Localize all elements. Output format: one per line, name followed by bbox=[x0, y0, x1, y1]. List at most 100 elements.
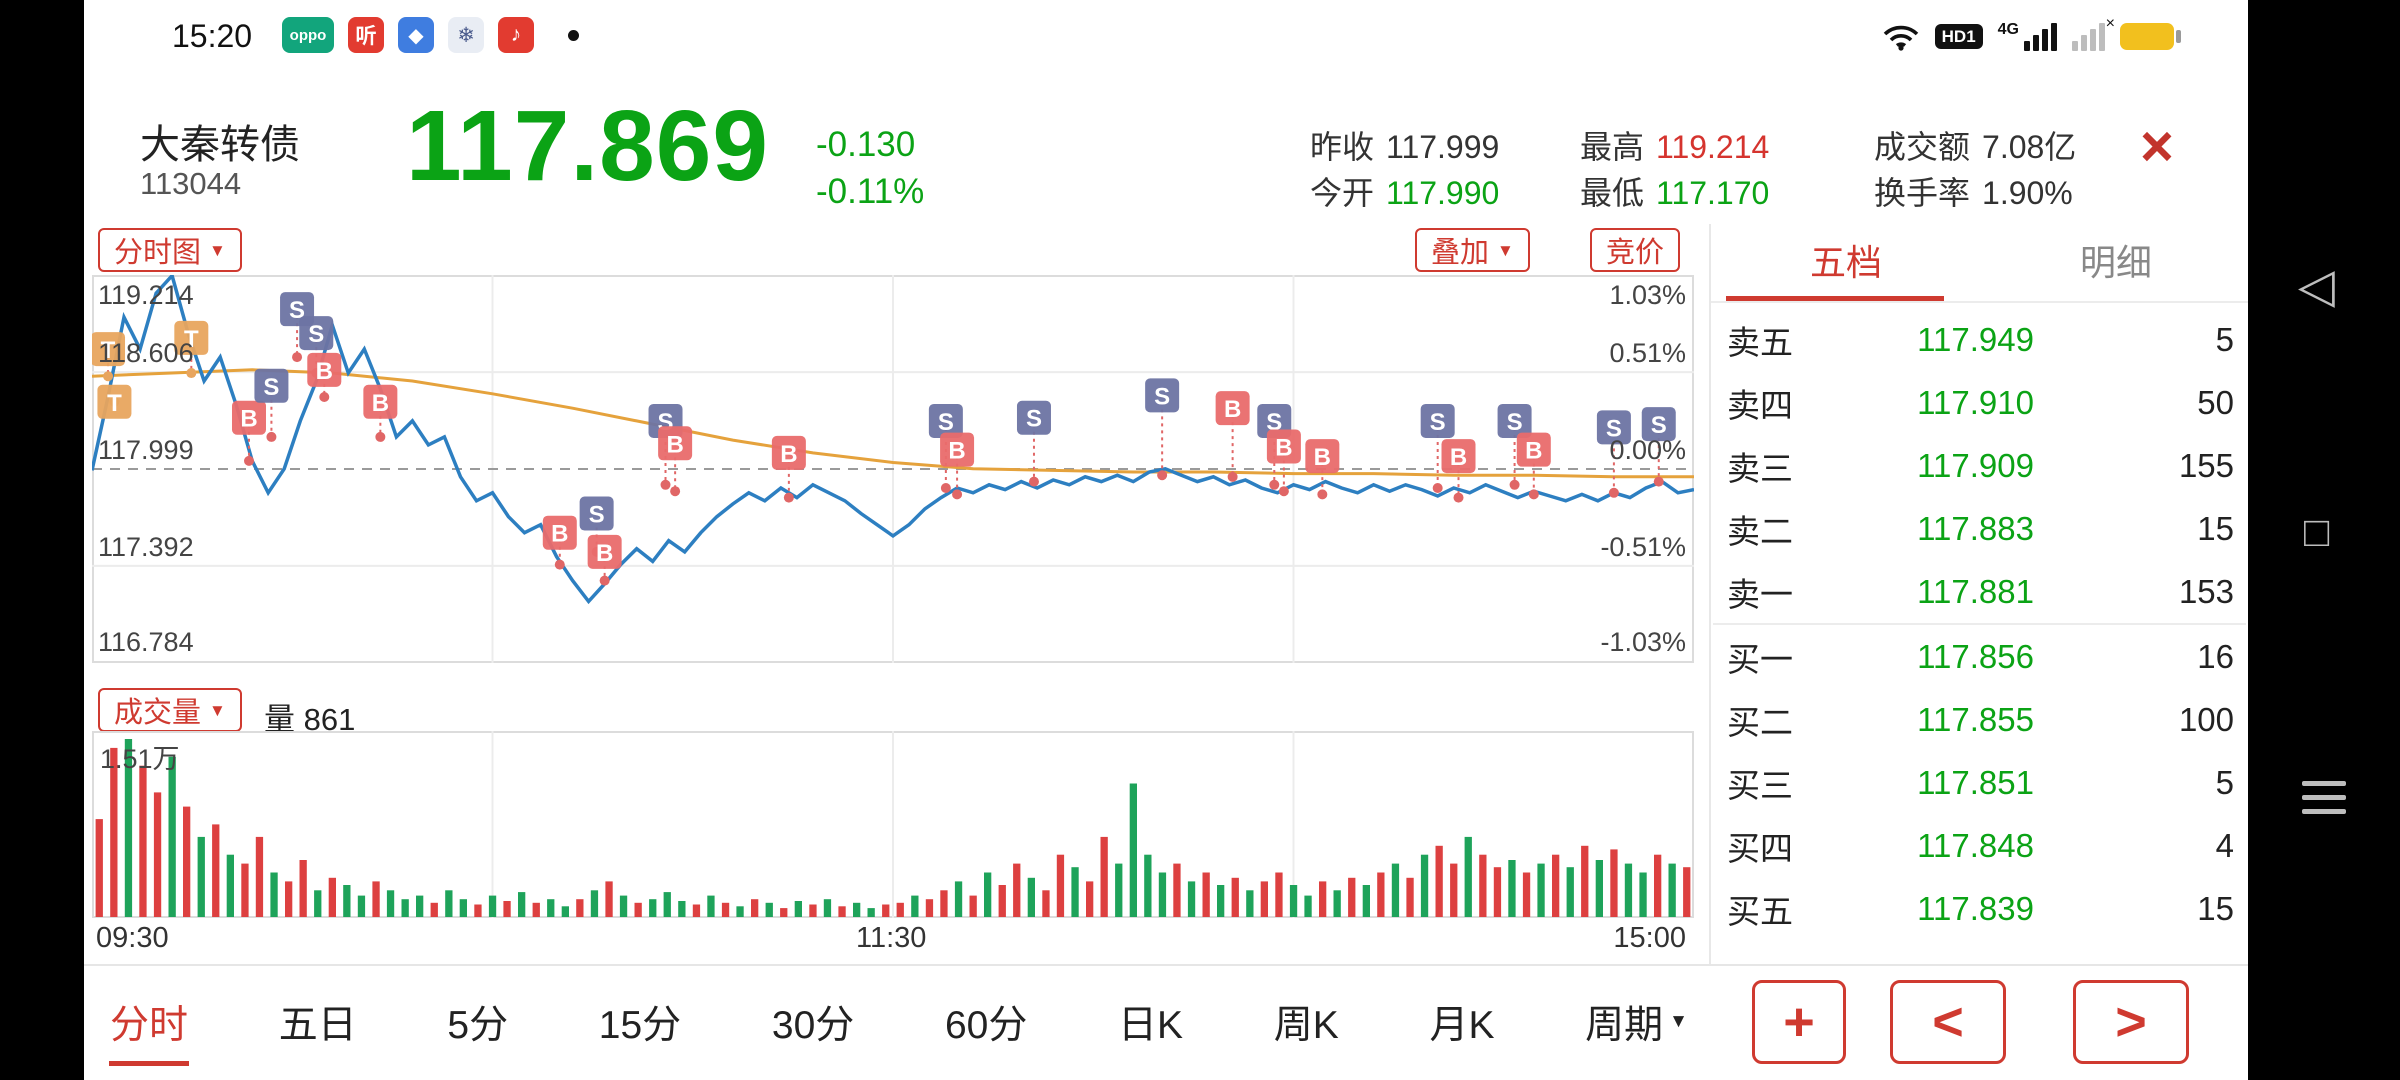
tab-intraday[interactable]: 分时 bbox=[110, 994, 188, 1050]
stat-prev-close: 昨收 117.999 bbox=[1310, 129, 1500, 165]
tab-detail[interactable]: 明细 bbox=[2079, 242, 2152, 283]
back-button[interactable]: ◁ bbox=[2298, 260, 2335, 313]
ask-row-3[interactable]: 卖三 117.909 155 bbox=[1727, 446, 2234, 487]
ask-row-5[interactable]: 卖五 117.949 5 bbox=[1727, 320, 2234, 361]
y-axis-price-label: 117.999 bbox=[98, 435, 194, 465]
x-axis-label: 09:30 bbox=[96, 922, 169, 954]
svg-text:S: S bbox=[1606, 415, 1622, 442]
ask-row-2[interactable]: 卖二 117.883 15 bbox=[1727, 509, 2234, 550]
period-tab-bar: 分时 五日 5分 15分 30分 60分 日K 周K 月K 周期 ▼ bbox=[110, 972, 1688, 1072]
change-value: -0.130 bbox=[816, 125, 916, 164]
bid-row-1[interactable]: 买一 117.856 16 bbox=[1727, 637, 2234, 678]
overlay-button[interactable]: 叠加 ▼ bbox=[1415, 228, 1530, 272]
tab-30min[interactable]: 30分 bbox=[771, 1004, 855, 1047]
tab-five-day[interactable]: 五日 bbox=[278, 1004, 357, 1047]
svg-text:T: T bbox=[184, 326, 199, 353]
svg-text:B: B bbox=[1450, 444, 1467, 471]
panel-divider bbox=[1709, 224, 1711, 964]
stat-turnover: 成交额 7.08亿 bbox=[1874, 129, 2077, 165]
bid-row-3[interactable]: 买三 117.851 5 bbox=[1727, 763, 2234, 804]
svg-text:B: B bbox=[372, 390, 389, 417]
price-change: -0.130 -0.11% bbox=[816, 122, 924, 215]
next-stock-button[interactable]: > bbox=[2073, 980, 2189, 1064]
tab-60min[interactable]: 60分 bbox=[944, 1004, 1028, 1047]
bid-row-5[interactable]: 买五 117.839 15 bbox=[1727, 889, 2234, 930]
tab-weekly-k[interactable]: 周K bbox=[1273, 1004, 1339, 1047]
recents-button[interactable]: □ bbox=[2304, 508, 2330, 555]
listen-app-icon: 听 bbox=[348, 17, 384, 53]
tab-five-levels[interactable]: 五档 bbox=[1809, 242, 1882, 283]
tab-period-more[interactable]: 周期 ▼ bbox=[1585, 1004, 1688, 1047]
svg-text:B: B bbox=[316, 358, 333, 385]
battery-icon bbox=[2120, 22, 2181, 50]
wifi-icon bbox=[1883, 25, 1918, 51]
chevron-down-icon: ▼ bbox=[209, 240, 226, 260]
music-app-icon: ♪ bbox=[498, 17, 534, 53]
svg-text:S: S bbox=[1266, 409, 1282, 436]
svg-text:B: B bbox=[948, 438, 965, 465]
tab-monthly-k[interactable]: 月K bbox=[1429, 1004, 1495, 1047]
ask-row-4[interactable]: 卖四 117.910 50 bbox=[1727, 383, 2234, 424]
y-axis-price-label: 118.606 bbox=[98, 338, 194, 368]
prev-stock-button[interactable]: < bbox=[1890, 980, 2006, 1064]
x-axis-label: 15:00 bbox=[1613, 922, 1686, 954]
stat-high: 最高 119.214 bbox=[1580, 129, 1770, 165]
tab-daily-k[interactable]: 日K bbox=[1118, 1004, 1184, 1047]
y-axis-pct-label: -0.51% bbox=[1600, 532, 1686, 562]
stock-code: 113044 bbox=[140, 166, 242, 201]
hd-voice-badge: HD1 bbox=[1934, 23, 1983, 49]
svg-text:B: B bbox=[780, 441, 797, 468]
y-axis-price-label: 117.392 bbox=[98, 532, 194, 562]
trading-app: 15:20 oppo 听 ◆ ❄ ♪ HD1 4G bbox=[84, 0, 2248, 1080]
svg-text:S: S bbox=[1430, 409, 1446, 436]
tab-5min[interactable]: 5分 bbox=[447, 1004, 509, 1047]
svg-text:B: B bbox=[240, 406, 257, 433]
svg-text:S: S bbox=[1507, 409, 1523, 436]
svg-text:S: S bbox=[263, 374, 279, 401]
status-icons: HD1 4G × bbox=[1882, 15, 2181, 54]
bid-row-2[interactable]: 买二 117.855 100 bbox=[1727, 700, 2234, 741]
svg-text:B: B bbox=[1525, 438, 1542, 465]
clock: 15:20 bbox=[172, 18, 253, 54]
menu-button[interactable] bbox=[2302, 772, 2346, 823]
stat-turnover-rate: 换手率 1.90% bbox=[1874, 175, 2073, 211]
stock-name: 大秦转债 bbox=[140, 123, 300, 167]
svg-text:B: B bbox=[1275, 434, 1292, 461]
auction-button[interactable]: 竞价 bbox=[1590, 228, 1681, 272]
svg-text:S: S bbox=[1651, 412, 1667, 439]
signal-no-service-icon: × bbox=[2072, 15, 2115, 51]
y-axis-price-label: 116.784 bbox=[98, 627, 194, 657]
volume-max-label: 1.51万 bbox=[100, 744, 180, 774]
svg-text:B: B bbox=[596, 540, 613, 567]
stat-low: 最低 117.170 bbox=[1580, 175, 1770, 211]
netdisk-app-icon: ◆ bbox=[398, 17, 434, 53]
svg-text:B: B bbox=[666, 431, 683, 458]
chevron-down-icon: ▼ bbox=[1497, 240, 1514, 260]
svg-text:B: B bbox=[1314, 444, 1331, 471]
add-button[interactable]: + bbox=[1752, 980, 1846, 1064]
volume-chart[interactable] bbox=[92, 731, 1694, 918]
svg-text:T: T bbox=[101, 337, 116, 364]
tab-15min[interactable]: 15分 bbox=[598, 1004, 682, 1047]
weather-app-icon: ❄ bbox=[448, 17, 484, 53]
ask-row-1[interactable]: 卖一 117.881 153 bbox=[1727, 572, 2234, 613]
y-axis-pct-label: 0.51% bbox=[1609, 338, 1686, 368]
tab-divider bbox=[1711, 301, 2248, 303]
change-percent: -0.11% bbox=[816, 171, 925, 211]
svg-text:B: B bbox=[1224, 396, 1241, 423]
oppo-icon: oppo bbox=[282, 17, 334, 53]
x-axis-label: 11:30 bbox=[856, 922, 927, 954]
period-selector-button[interactable]: 分时图 ▼ bbox=[98, 228, 242, 272]
y-axis-price-label: 119.214 bbox=[98, 280, 194, 310]
volume-selector-button[interactable]: 成交量 ▼ bbox=[98, 688, 242, 732]
notification-icons: oppo 听 ◆ ❄ ♪ bbox=[282, 16, 579, 54]
close-icon[interactable]: × bbox=[2140, 114, 2174, 179]
svg-text:S: S bbox=[938, 409, 954, 436]
bid-ask-divider bbox=[1713, 623, 2246, 625]
last-price: 117.869 bbox=[406, 90, 769, 202]
notification-dot-icon bbox=[568, 29, 579, 41]
svg-text:T: T bbox=[107, 390, 122, 417]
active-tab-underline bbox=[1726, 296, 1944, 301]
bid-row-4[interactable]: 买四 117.848 4 bbox=[1727, 826, 2234, 867]
